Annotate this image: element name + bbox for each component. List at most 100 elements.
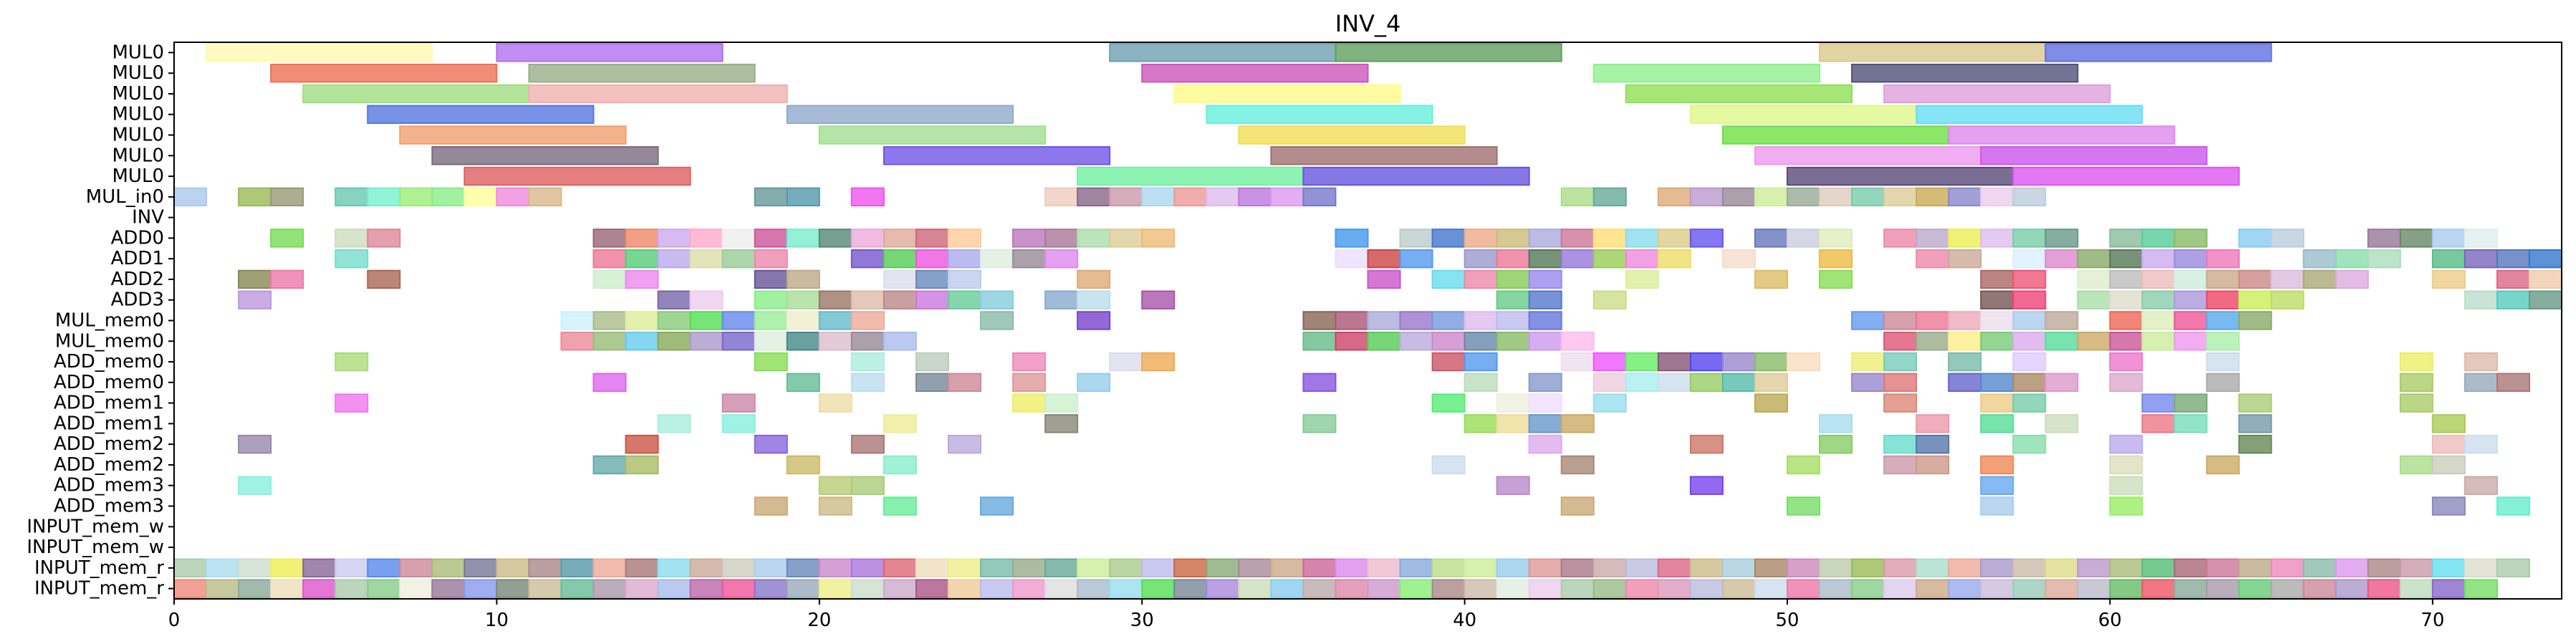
task-bar — [1399, 311, 1433, 330]
task-bar — [1625, 579, 1659, 598]
task-bar — [1819, 558, 1853, 578]
task-bar — [1528, 393, 1562, 413]
task-bar — [1721, 187, 1756, 207]
task-bar — [1754, 373, 1789, 393]
task-bar — [1077, 558, 1111, 578]
task-bar — [2496, 290, 2530, 309]
task-bar — [1883, 229, 1918, 248]
task-bar — [657, 558, 691, 578]
task-bar — [1335, 332, 1369, 351]
task-bar — [1302, 414, 1337, 433]
task-bar — [2012, 579, 2047, 598]
task-bar — [689, 249, 724, 269]
task-bar — [1302, 187, 1337, 207]
task-bar — [850, 187, 885, 207]
task-bar — [786, 373, 820, 393]
task-bar — [2238, 558, 2272, 578]
task-bar — [2012, 373, 2047, 393]
task-bar — [2206, 558, 2240, 578]
task-bar — [560, 311, 595, 330]
task-bar — [1721, 558, 1756, 578]
task-bar — [1560, 187, 1595, 207]
y-tick-label: ADD_mem1 — [54, 393, 164, 414]
task-bar — [1367, 558, 1401, 578]
task-bar — [431, 558, 466, 578]
task-bar — [1592, 249, 1627, 269]
task-bar — [754, 332, 788, 351]
task-bar — [1464, 558, 1498, 578]
task-bar — [2270, 229, 2305, 248]
task-bar — [980, 290, 1014, 309]
task-bar — [850, 373, 885, 393]
task-bar — [1948, 352, 1982, 372]
task-bar — [818, 332, 852, 351]
task-bar — [625, 229, 659, 248]
task-bar — [1012, 393, 1047, 413]
task-bar — [1270, 558, 1304, 578]
task-bar — [1528, 249, 1562, 269]
y-tick-label: ADD_mem2 — [54, 433, 164, 455]
y-tick-label: MUL0 — [112, 165, 165, 187]
task-bar — [915, 352, 949, 372]
task-bar — [883, 558, 917, 578]
task-bar — [1657, 229, 1691, 248]
task-bar — [1399, 558, 1433, 578]
task-bar — [1657, 249, 1691, 269]
task-bar — [2173, 332, 2208, 351]
task-bar — [2270, 290, 2305, 309]
task-bar — [850, 434, 885, 454]
task-bar — [657, 414, 691, 433]
task-bar — [2044, 311, 2079, 330]
task-bar — [2528, 249, 2563, 269]
task-bar — [399, 579, 433, 598]
task-bar — [915, 290, 949, 309]
task-bar — [1754, 393, 1789, 413]
task-bar — [2399, 558, 2433, 578]
task-bar — [560, 558, 595, 578]
task-bar — [1496, 229, 1530, 248]
task-bar — [915, 249, 949, 269]
task-bar — [1528, 434, 1562, 454]
task-bar — [625, 269, 659, 289]
task-bar — [1109, 558, 1143, 578]
task-bar — [1206, 105, 1433, 124]
task-bar — [496, 579, 530, 598]
task-bar — [1431, 393, 1466, 413]
task-bar — [1367, 311, 1401, 330]
task-bar — [786, 579, 820, 598]
task-bar — [2206, 311, 2240, 330]
task-bar — [1819, 187, 1853, 207]
task-bar — [1012, 558, 1047, 578]
task-bar — [1335, 249, 1369, 269]
task-bar — [754, 496, 788, 516]
y-tick-label: INV — [132, 207, 164, 229]
task-bar — [2496, 269, 2530, 289]
task-bar — [431, 579, 466, 598]
task-bar — [302, 558, 337, 578]
task-bar — [2044, 558, 2079, 578]
task-bar — [1528, 414, 1562, 433]
task-bar — [238, 476, 272, 495]
task-bar — [1109, 579, 1143, 598]
task-bar — [463, 187, 498, 207]
task-bar — [270, 63, 498, 83]
task-bar — [915, 558, 949, 578]
task-bar — [2335, 269, 2369, 289]
task-bar — [463, 579, 498, 598]
task-bar — [1689, 476, 1724, 495]
x-axis: 0 10 20 30 40 50 60 70 — [168, 599, 2444, 631]
task-bar — [657, 311, 691, 330]
task-bar — [1689, 579, 1724, 598]
task-bar — [818, 496, 852, 516]
task-bar — [947, 249, 982, 269]
task-bar — [2367, 229, 2401, 248]
task-bar — [2173, 249, 2208, 269]
task-bar — [335, 393, 369, 413]
task-bar — [1916, 187, 1950, 207]
task-bar — [1270, 187, 1304, 207]
task-bar — [1560, 579, 1595, 598]
task-bar — [1141, 579, 1176, 598]
task-bar — [1689, 558, 1724, 578]
task-bar — [2302, 249, 2337, 269]
task-bar — [1883, 84, 2111, 104]
